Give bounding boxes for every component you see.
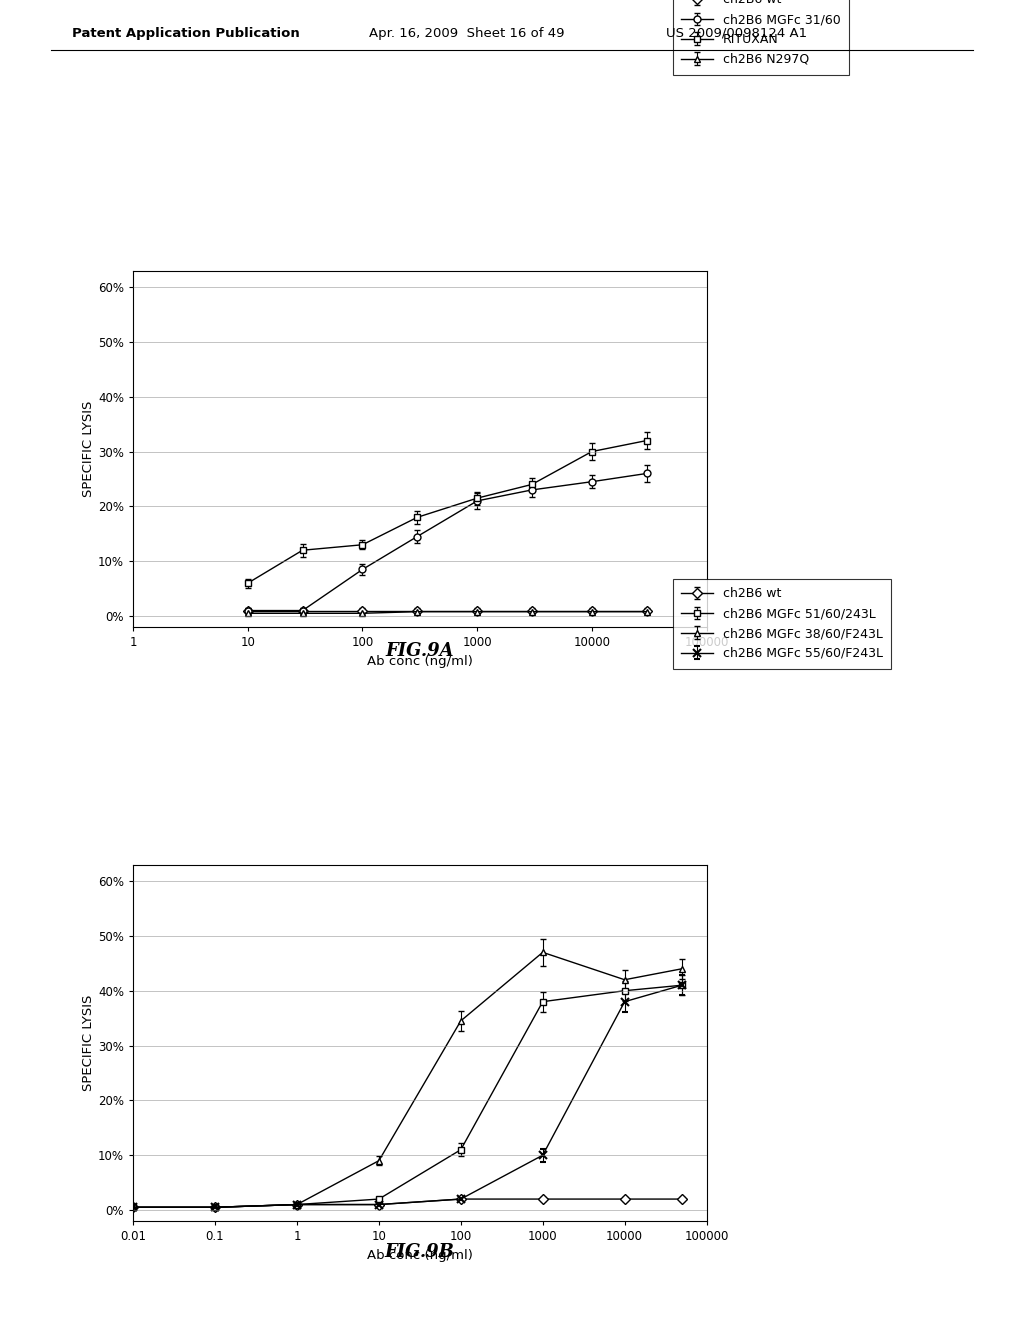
X-axis label: Ab conc (ng/ml): Ab conc (ng/ml): [367, 1249, 473, 1262]
Text: US 2009/0098124 A1: US 2009/0098124 A1: [666, 26, 807, 40]
Y-axis label: SPECIFIC LYSIS: SPECIFIC LYSIS: [82, 994, 95, 1092]
Text: Patent Application Publication: Patent Application Publication: [72, 26, 299, 40]
Legend: ch2B6 wt, ch2B6 MGFc 51/60/243L, ch2B6 MGFc 38/60/F243L, ch2B6 MGFc 55/60/F243L: ch2B6 wt, ch2B6 MGFc 51/60/243L, ch2B6 M…: [673, 578, 892, 669]
Text: Apr. 16, 2009  Sheet 16 of 49: Apr. 16, 2009 Sheet 16 of 49: [369, 26, 564, 40]
X-axis label: Ab conc (ng/ml): Ab conc (ng/ml): [367, 655, 473, 668]
Y-axis label: SPECIFIC LYSIS: SPECIFIC LYSIS: [82, 400, 95, 498]
Text: FIG.9A: FIG.9A: [385, 642, 455, 660]
Legend: ch2B6 wt, ch2B6 MGFc 31/60, RITUXAN, ch2B6 N297Q: ch2B6 wt, ch2B6 MGFc 31/60, RITUXAN, ch2…: [673, 0, 849, 75]
Text: FIG.9B: FIG.9B: [385, 1242, 455, 1261]
